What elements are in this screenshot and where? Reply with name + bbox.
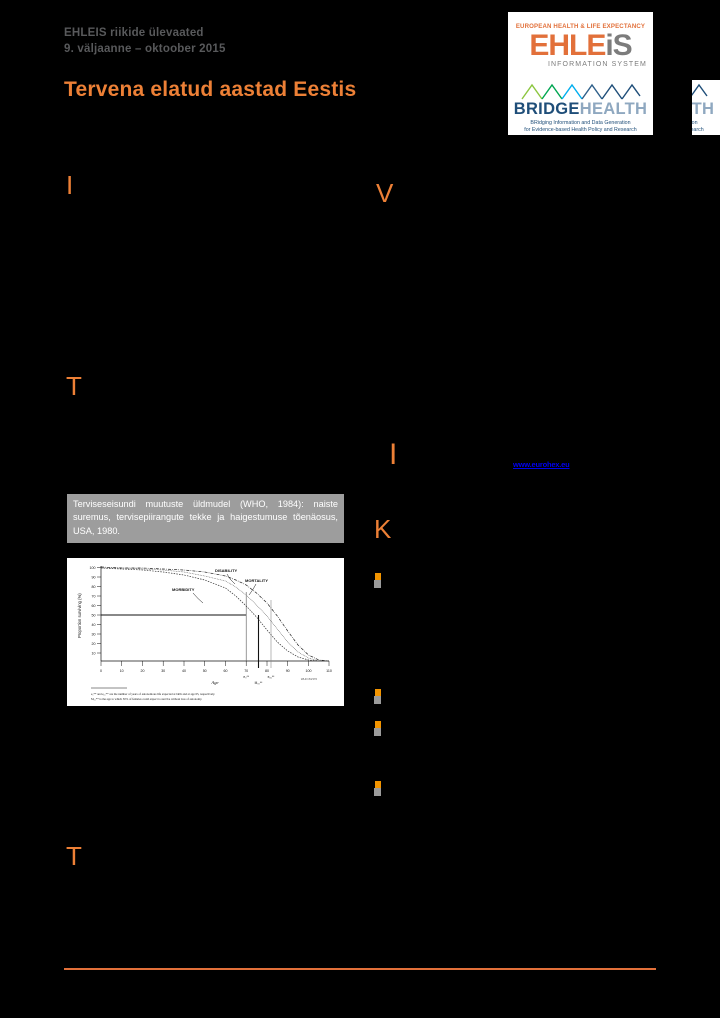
- svg-text:M₅₀**: M₅₀**: [255, 681, 264, 685]
- svg-text:0: 0: [100, 669, 102, 673]
- dropcap-letter-4: I: [389, 438, 398, 471]
- bullet-square-grey-icon: [374, 788, 381, 796]
- survival-curve-figure: 100 90 80 70 60 50 40 30 20 10 Proportion sur…: [67, 558, 344, 706]
- svg-text:e₆₅**: e₆₅**: [268, 675, 276, 679]
- bridgehealth-logo-subtitle: BRidging Information and Data Generation…: [524, 120, 636, 134]
- svg-text:40: 40: [92, 623, 96, 627]
- svg-text:20: 20: [141, 669, 145, 673]
- list-bullet-marker: [374, 721, 381, 736]
- svg-text:110: 110: [326, 669, 332, 673]
- bridgehealth-subtitle-line-2: for Evidence-based Health Policy and Res…: [524, 126, 637, 133]
- figure-caption: Terviseseisundi muutuste üldmudel (WHO, …: [67, 494, 344, 544]
- bullet-square-orange-icon: [375, 689, 381, 696]
- svg-text:30: 30: [161, 669, 165, 673]
- svg-text:50: 50: [203, 669, 207, 673]
- bridgehealth-logo-subtitle-cropped: BRidging Information and Data Generation…: [692, 120, 704, 134]
- dropcap-letter-6: T: [66, 841, 82, 871]
- bullet-square-grey-icon: [374, 580, 381, 588]
- figure-footnote-line-1: e₀** and e₆₅** are the number of years o…: [91, 692, 215, 697]
- svg-text:40: 40: [182, 669, 186, 673]
- bridgehealth-subtitle-cropped-line-2: for Evidence-based Health Policy and Res…: [692, 126, 704, 133]
- svg-text:70: 70: [92, 595, 96, 599]
- page-title: Tervena elatud aastad Eestis: [64, 78, 357, 101]
- svg-text:Proportion surviving (%): Proportion surviving (%): [77, 593, 82, 638]
- mortality-label: MORTALITY: [245, 578, 268, 583]
- bullet-square-orange-icon: [375, 573, 381, 580]
- svg-text:60: 60: [224, 669, 228, 673]
- bridgehealth-subtitle-cropped-line-1: BRidging Information and Data Generation: [692, 119, 698, 126]
- bridgehealth-wordmark-cropped-part-2: HEALTH: [692, 100, 715, 118]
- bridgehealth-wordmark-cropped: BRIDGEHEALTH: [692, 101, 714, 118]
- list-bullet-marker: [374, 689, 381, 704]
- dropcap-letter-3: V: [376, 178, 394, 208]
- disability-label: DISABILITY: [215, 568, 238, 573]
- dropcap-letter-5: K: [374, 514, 392, 544]
- svg-text:70: 70: [244, 669, 248, 673]
- bridgehealth-logo-cropped: BRIDGEHEALTH BRidging Information and Da…: [692, 80, 720, 135]
- svg-text:10: 10: [92, 652, 96, 656]
- morbidity-curve: [100, 567, 329, 662]
- bridgehealth-wordmark-part-1: BRIDGE: [513, 100, 580, 118]
- footer-divider: [64, 968, 656, 970]
- svg-text:e₀**: e₀**: [243, 675, 249, 679]
- svg-text:WHO 84/370: WHO 84/370: [301, 677, 318, 681]
- figure-footnote-line-2: M₅₀** is the age to which 50% of females…: [91, 697, 202, 701]
- svg-text:100: 100: [90, 566, 96, 570]
- bridgehealth-wordmark: BRIDGEHEALTH: [514, 101, 647, 118]
- ehleis-wordmark-part-2: iS: [605, 29, 632, 63]
- dropcap-letter-1: I: [66, 170, 74, 200]
- svg-text:80: 80: [265, 669, 269, 673]
- svg-text:100: 100: [306, 669, 312, 673]
- bridgehealth-zigzag-icon-cropped: [692, 83, 708, 97]
- svg-text:20: 20: [92, 642, 96, 646]
- list-bullet-marker: [374, 573, 381, 588]
- ehleis-logo-wordmark: EHLEiS: [529, 29, 632, 63]
- issue-date-label: 9. väljaanne – oktoober 2015: [64, 43, 226, 55]
- bridgehealth-subtitle-line-1: BRidging Information and Data Generation: [530, 119, 631, 126]
- morbidity-label: MORBIDITY: [172, 587, 195, 592]
- ehleis-logo-tagline-top: EUROPEAN HEALTH & LIFE EXPECTANCY: [515, 22, 646, 30]
- svg-text:80: 80: [92, 585, 96, 589]
- newsletter-series-label: EHLEIS riikide ülevaated: [64, 27, 204, 39]
- svg-text:90: 90: [286, 669, 290, 673]
- bridgehealth-zigzag-icon: [520, 83, 641, 100]
- svg-text:10: 10: [120, 669, 124, 673]
- mortality-curve: [100, 566, 330, 662]
- bridgehealth-logo: BRIDGEHEALTH BRidging Information and Da…: [508, 80, 653, 135]
- bridgehealth-wordmark-part-2: HEALTH: [579, 100, 648, 118]
- bullet-square-orange-icon: [375, 721, 381, 728]
- svg-text:60: 60: [92, 604, 96, 608]
- list-bullet-marker: [374, 781, 381, 796]
- bullet-square-grey-icon: [374, 728, 381, 736]
- ehleis-wordmark-part-1: EHLE: [529, 29, 606, 63]
- svg-text:30: 30: [92, 633, 96, 637]
- disability-curve: [101, 567, 329, 662]
- website-link[interactable]: www.eurohex.eu: [513, 460, 570, 469]
- dropcap-letter-2: T: [66, 371, 82, 401]
- ehleis-logo-tagline-bottom: INFORMATION SYSTEM: [547, 61, 647, 69]
- ehleis-logo: EUROPEAN HEALTH & LIFE EXPECTANCY EHLEiS…: [508, 12, 653, 80]
- svg-text:90: 90: [92, 576, 96, 580]
- svg-text:Age: Age: [210, 680, 218, 685]
- bullet-square-grey-icon: [374, 696, 381, 704]
- bullet-square-orange-icon: [375, 781, 381, 788]
- svg-text:50: 50: [92, 614, 96, 618]
